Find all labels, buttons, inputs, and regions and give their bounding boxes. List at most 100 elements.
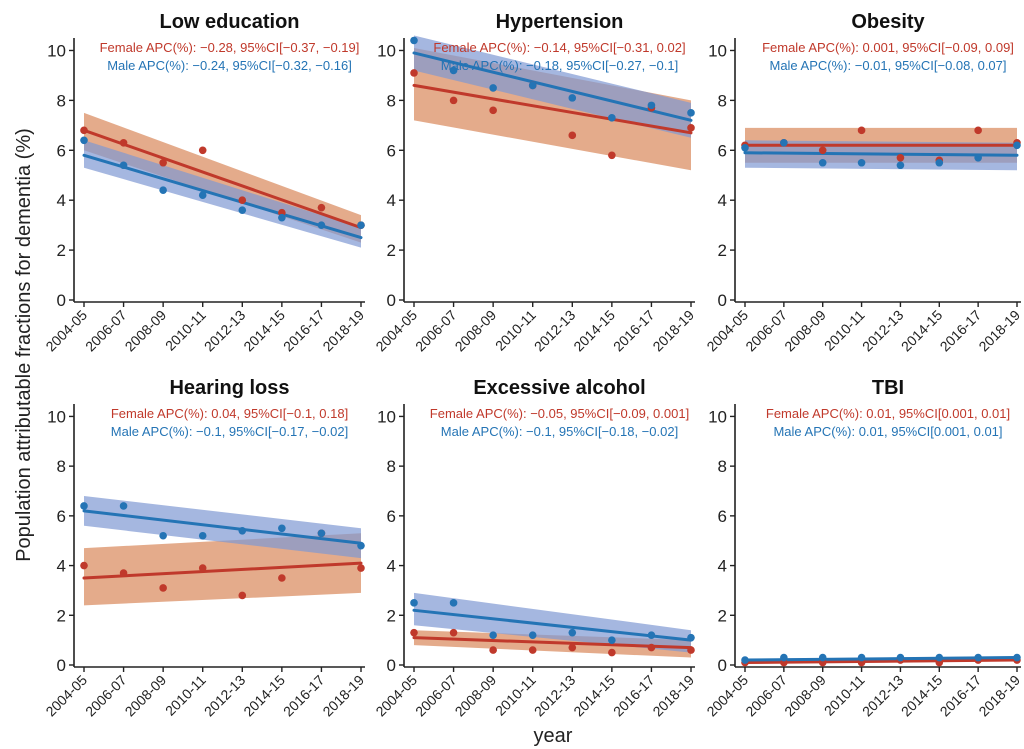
male-data-point (935, 158, 944, 167)
y-tick-label: 6 (718, 141, 727, 160)
x-tick-label: 2004-05 (703, 672, 751, 720)
male-data-point (410, 599, 418, 607)
y-tick-label: 10 (708, 407, 727, 426)
male-apc-annotation: Male APC(%): −0.1, 95%CI[−0.18, −0.02] (441, 424, 678, 439)
male-trend-line (412, 51, 693, 122)
male-data-point (608, 114, 616, 122)
y-tick-label: 6 (387, 507, 396, 526)
male-data-point (198, 531, 207, 540)
x-axis-label: year (534, 725, 573, 747)
x-tick-label: 2008-09 (781, 672, 829, 720)
x-tick-label: 2012-13 (201, 307, 249, 355)
male-data-point (780, 653, 788, 662)
female-data-point (449, 628, 458, 637)
male-data-point (974, 653, 982, 662)
male-data-point (278, 524, 286, 533)
x-tick-label: 2016-17 (280, 307, 328, 355)
male-trend-line (412, 608, 693, 642)
x-tick-label: 2012-13 (201, 672, 249, 720)
female-data-point (449, 96, 458, 105)
x-tick-label: 2004-05 (42, 672, 90, 720)
female-data-point (857, 126, 866, 135)
y-tick-label: 0 (57, 656, 66, 675)
male-data-point (489, 631, 497, 639)
male-confidence-band (84, 140, 361, 248)
female-apc-annotation: Female APC(%): 0.01, 95%CI[0.001, 0.01] (766, 406, 1010, 421)
x-tick-label: 2010-11 (162, 672, 209, 719)
male-data-point (278, 213, 286, 222)
panel-title: Obesity (851, 11, 925, 33)
panel-title: Excessive alcohol (473, 377, 645, 399)
male-apc-annotation: Male APC(%): −0.18, 95%CI[−0.27, −0.1] (441, 58, 678, 73)
x-tick-label: 2010-11 (492, 672, 539, 719)
male-data-point (896, 161, 905, 170)
x-tick-label: 2008-09 (452, 672, 500, 720)
female-data-point (119, 569, 128, 577)
female-data-point (198, 564, 207, 572)
y-tick-label: 4 (387, 557, 396, 576)
female-data-point (608, 151, 616, 160)
male-trend-line (82, 509, 363, 545)
female-trend-line (412, 83, 693, 135)
female-data-point (818, 146, 827, 155)
x-tick-label: 2006-07 (412, 307, 460, 355)
panel-title: Low education (160, 11, 300, 33)
female-data-point (317, 203, 326, 212)
x-tick-label: 2018-19 (319, 307, 367, 355)
male-data-point (687, 633, 695, 642)
y-tick-label: 10 (708, 41, 727, 60)
x-tick-label: 2010-11 (492, 307, 539, 354)
x-tick-label: 2004-05 (372, 672, 420, 720)
x-tick-label: 2004-05 (42, 307, 90, 355)
y-tick-label: 2 (718, 606, 727, 625)
y-tick-label: 6 (57, 141, 66, 160)
female-apc-annotation: Female APC(%): −0.05, 95%CI[−0.09, 0.001… (430, 406, 689, 421)
female-trend-line (82, 128, 363, 230)
y-tick-label: 2 (387, 241, 396, 260)
male-data-point (528, 631, 537, 639)
x-tick-label: 2006-07 (82, 672, 130, 720)
male-data-point (198, 191, 207, 199)
x-tick-label: 2012-13 (859, 672, 907, 720)
y-tick-label: 2 (57, 606, 66, 625)
female-data-point (687, 124, 695, 132)
female-data-point (119, 139, 128, 147)
x-tick-label: 2008-09 (122, 307, 170, 355)
x-tick-label: 2014-15 (898, 672, 946, 720)
male-data-point (741, 656, 749, 664)
female-data-point (410, 628, 418, 637)
male-data-point (687, 109, 695, 117)
female-apc-annotation: Female APC(%): −0.14, 95%CI[−0.31, 0.02] (433, 40, 685, 55)
female-trend-line (743, 658, 1019, 665)
x-tick-label: 2016-17 (610, 672, 658, 720)
male-data-point (741, 143, 749, 152)
y-tick-label: 6 (387, 141, 396, 160)
male-data-point (974, 153, 982, 162)
y-tick-label: 8 (718, 91, 727, 110)
y-tick-label: 2 (718, 241, 727, 260)
x-tick-label: 2014-15 (570, 672, 618, 720)
female-data-point (608, 648, 616, 657)
male-data-point (818, 653, 827, 662)
y-tick-label: 6 (57, 507, 66, 526)
x-tick-label: 2008-09 (452, 307, 500, 355)
female-data-point (647, 643, 656, 652)
chart-panel: Low education 0 2 4 6 8 10 2004-052006-072008-0… (42, 11, 367, 354)
y-tick-label: 2 (387, 606, 396, 625)
x-tick-label: 2016-17 (610, 307, 658, 355)
male-data-point (857, 158, 866, 167)
male-apc-annotation: Male APC(%): −0.24, 95%CI[−0.32, −0.16] (107, 58, 352, 73)
female-data-point (410, 69, 418, 77)
female-data-point (238, 196, 247, 204)
male-trend-line (743, 656, 1019, 662)
x-tick-label: 2014-15 (240, 307, 288, 355)
panels: Low education02468102004-052006-072008-0… (42, 11, 1023, 719)
y-tick-label: 8 (387, 91, 396, 110)
y-tick-label: 0 (387, 291, 396, 310)
x-tick-label: 2018-19 (975, 672, 1023, 720)
chart-panel: Hearing loss 0 2 4 6 8 10 2004-052006-072008-09… (42, 377, 367, 719)
panel-title: Hypertension (496, 11, 624, 33)
y-axis-label: Population attributable fractions for de… (13, 128, 35, 562)
y-tick-label: 8 (57, 91, 66, 110)
x-tick-label: 2006-07 (82, 307, 130, 355)
